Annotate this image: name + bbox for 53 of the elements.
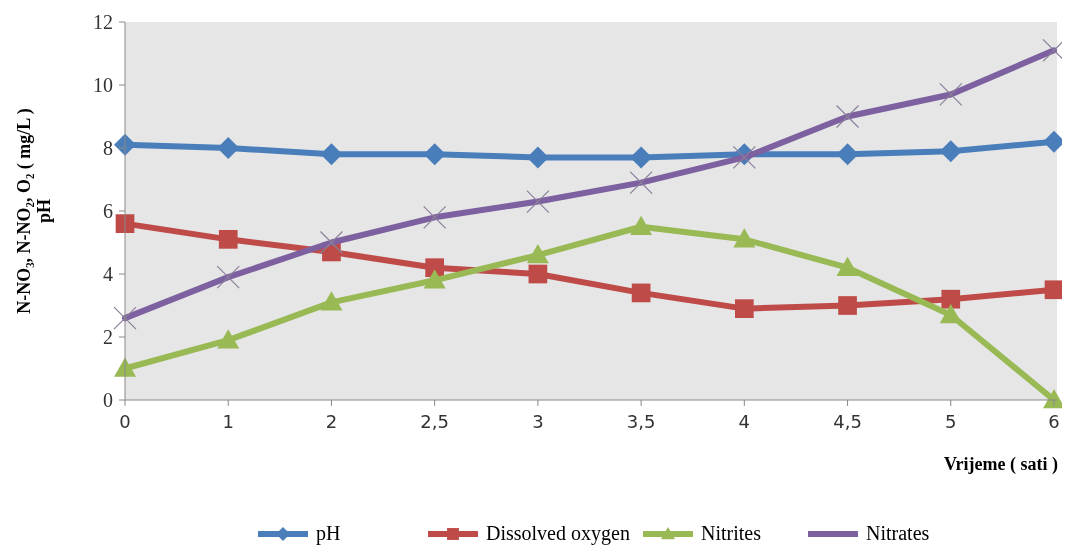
point <box>423 269 446 289</box>
point <box>939 303 962 324</box>
x-tick-label: 3,5 <box>626 411 656 432</box>
y-axis-title: N-NO₃, N-NO₂, O₂ ( mg/L ) pH <box>14 108 54 314</box>
y-tick-label: 4 <box>103 263 113 285</box>
x-tick-label: 3 <box>532 411 544 432</box>
point <box>1044 280 1062 300</box>
point <box>631 283 651 303</box>
x-tick-label: 4 <box>738 411 751 432</box>
point <box>216 265 240 289</box>
point <box>423 205 447 229</box>
x-tick-label: 5 <box>945 411 957 432</box>
x-tick-label: 6 <box>1048 411 1060 432</box>
point <box>630 215 653 235</box>
point <box>836 143 859 166</box>
point <box>836 256 859 276</box>
point <box>113 306 137 330</box>
point <box>218 230 238 249</box>
point <box>630 146 653 169</box>
y-tick-label: 6 <box>103 200 113 222</box>
point <box>629 171 653 195</box>
y-tick-label: 8 <box>103 137 113 159</box>
legend-label: pH <box>316 522 341 545</box>
x-tick-label: 4,5 <box>833 411 862 432</box>
point <box>733 228 756 248</box>
point <box>941 289 961 309</box>
point <box>939 82 963 107</box>
point <box>528 264 548 284</box>
x-tick-label: 1 <box>222 411 234 432</box>
point <box>734 299 754 318</box>
y-tick-label: 12 <box>93 11 113 33</box>
point <box>423 143 446 166</box>
point <box>526 189 550 214</box>
legend-label: Nitrates <box>866 522 930 544</box>
point <box>319 230 344 255</box>
point <box>526 244 549 264</box>
point <box>217 329 240 349</box>
x-tick-label: 2,5 <box>420 411 449 432</box>
legend-label: Dissolved oxygen <box>486 522 630 545</box>
point <box>939 140 962 163</box>
y-tick-label: 2 <box>103 326 113 348</box>
point <box>835 104 860 129</box>
point <box>320 291 343 311</box>
x-tick-label: 2 <box>325 411 338 432</box>
point <box>320 143 343 166</box>
y-tick-label: 0 <box>103 389 113 411</box>
x-tick-label: 0 <box>119 411 131 432</box>
point <box>838 296 857 315</box>
point <box>526 146 549 169</box>
x-axis-title: Vrijeme ( sati ) <box>943 454 1058 475</box>
point <box>217 137 240 159</box>
y-tick-label: 10 <box>93 74 113 96</box>
legend-label: Nitrites <box>701 522 762 544</box>
